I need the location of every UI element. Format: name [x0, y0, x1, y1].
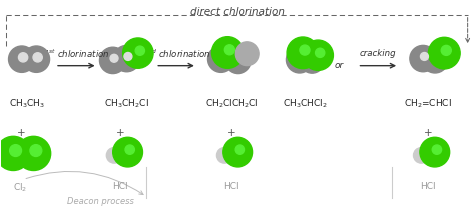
Ellipse shape: [420, 53, 428, 60]
Ellipse shape: [410, 45, 437, 72]
Ellipse shape: [135, 46, 145, 55]
Ellipse shape: [124, 53, 132, 60]
Ellipse shape: [287, 37, 319, 69]
Text: +: +: [424, 128, 433, 138]
Ellipse shape: [33, 53, 42, 62]
Text: +: +: [116, 128, 124, 138]
Text: or: or: [335, 61, 344, 70]
Text: Cl$_2$: Cl$_2$: [13, 182, 27, 194]
Ellipse shape: [303, 40, 333, 70]
Ellipse shape: [113, 137, 143, 167]
Text: HCl: HCl: [420, 182, 436, 191]
Text: Deacon process: Deacon process: [66, 197, 133, 206]
Ellipse shape: [300, 45, 310, 55]
Ellipse shape: [441, 45, 451, 55]
Text: CH$_3$CH$_2$Cl: CH$_3$CH$_2$Cl: [103, 97, 148, 110]
Ellipse shape: [100, 47, 126, 74]
Ellipse shape: [125, 145, 135, 154]
Ellipse shape: [301, 49, 324, 73]
Text: +: +: [227, 128, 236, 138]
Ellipse shape: [211, 37, 243, 68]
Ellipse shape: [113, 45, 140, 72]
FancyArrowPatch shape: [26, 171, 143, 194]
Text: +: +: [17, 128, 25, 138]
Ellipse shape: [223, 137, 253, 167]
Text: HCl: HCl: [112, 182, 128, 191]
Ellipse shape: [225, 47, 251, 74]
Ellipse shape: [123, 38, 153, 68]
Ellipse shape: [23, 46, 50, 72]
Text: HCl: HCl: [224, 182, 239, 191]
Ellipse shape: [413, 148, 429, 163]
Ellipse shape: [224, 45, 234, 55]
Ellipse shape: [30, 145, 42, 157]
Ellipse shape: [18, 53, 27, 62]
Ellipse shape: [432, 145, 442, 154]
Text: CH$_2$ClCH$_2$Cl: CH$_2$ClCH$_2$Cl: [204, 97, 258, 110]
Ellipse shape: [286, 47, 313, 73]
Ellipse shape: [9, 145, 21, 157]
Text: direct chlorination: direct chlorination: [190, 7, 284, 17]
Ellipse shape: [428, 37, 460, 69]
Ellipse shape: [0, 136, 30, 170]
Text: 2$^{nd}$ chlorination: 2$^{nd}$ chlorination: [142, 48, 210, 60]
Ellipse shape: [420, 137, 450, 167]
Text: CH$_3$CH$_3$: CH$_3$CH$_3$: [9, 97, 45, 110]
Text: cracking: cracking: [360, 49, 397, 58]
Text: 1$^{st}$ chlorination: 1$^{st}$ chlorination: [43, 48, 109, 60]
Ellipse shape: [110, 54, 118, 62]
Text: CH$_3$CHCl$_2$: CH$_3$CHCl$_2$: [283, 97, 328, 110]
Ellipse shape: [235, 42, 259, 66]
Ellipse shape: [422, 47, 448, 73]
Ellipse shape: [235, 145, 245, 154]
Ellipse shape: [9, 46, 35, 72]
Ellipse shape: [17, 136, 51, 170]
Ellipse shape: [316, 48, 325, 57]
Text: CH$_2$=CHCl: CH$_2$=CHCl: [404, 97, 452, 110]
Ellipse shape: [217, 148, 232, 163]
Ellipse shape: [106, 148, 122, 163]
Ellipse shape: [208, 46, 234, 72]
